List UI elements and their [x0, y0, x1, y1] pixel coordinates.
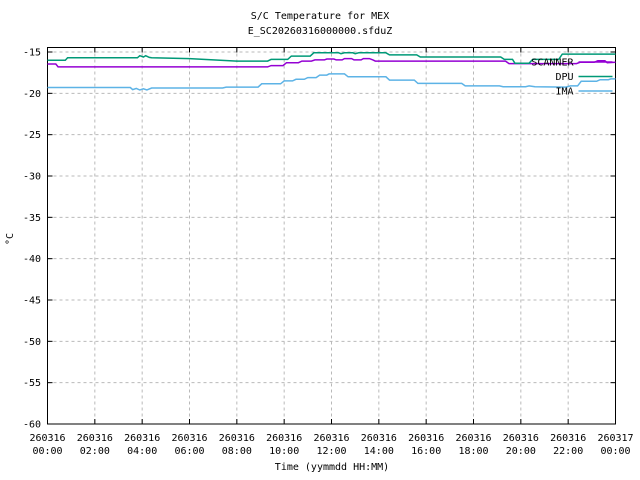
x-tick-date: 260317 — [597, 433, 633, 444]
x-tick-time: 20:00 — [506, 446, 536, 457]
x-tick-time: 14:00 — [364, 446, 394, 457]
x-tick-time: 10:00 — [269, 446, 299, 457]
y-tick-label: -45 — [23, 296, 41, 307]
x-tick-date: 260316 — [503, 433, 539, 444]
y-tick-label: -35 — [23, 213, 41, 224]
y-tick-label: -15 — [23, 48, 41, 59]
chart-title: S/C Temperature for MEX — [250, 11, 390, 22]
x-tick-date: 260316 — [361, 433, 397, 444]
x-tick-labels: 260316 00:00 260316 02:00 260316 04:00 260316 0… — [29, 433, 633, 457]
x-tick-time: 18:00 — [458, 446, 488, 457]
chart-subtitle: E_SC20260316000000.sfduZ — [247, 26, 393, 37]
y-tick-labels: -15 -20 -25 -30 -35 -40 -45 -50 -55 -60 — [23, 48, 41, 431]
y-axis-label: °C — [5, 232, 16, 246]
x-tick-time: 08:00 — [222, 446, 252, 457]
series-ima-line — [47, 73, 616, 91]
x-tick-time: 06:00 — [174, 446, 204, 457]
grid — [47, 47, 616, 424]
axis-ticks — [47, 47, 616, 425]
y-tick-label: -55 — [23, 378, 41, 389]
x-tick-date: 260316 — [408, 433, 444, 444]
legend-label-scanner: SCANNER — [531, 58, 574, 69]
x-tick-time: 16:00 — [411, 446, 441, 457]
y-tick-label: -60 — [23, 420, 41, 431]
x-tick-time: 00:00 — [32, 446, 62, 457]
x-tick-date: 260316 — [455, 433, 491, 444]
series-dpu-line — [47, 52, 616, 64]
legend-label-dpu: DPU — [555, 72, 573, 83]
y-tick-label: -40 — [23, 254, 41, 265]
y-tick-label: -30 — [23, 172, 41, 183]
x-tick-time: 02:00 — [80, 446, 110, 457]
x-tick-date: 260316 — [171, 433, 207, 444]
x-tick-time: 12:00 — [316, 446, 346, 457]
y-tick-label: -50 — [23, 337, 41, 348]
x-tick-time: 22:00 — [553, 446, 583, 457]
x-tick-date: 260316 — [266, 433, 302, 444]
x-axis-label: Time (yymmdd HH:MM) — [274, 462, 390, 473]
legend-label-ima: IMA — [555, 87, 573, 98]
x-tick-time: 00:00 — [600, 446, 630, 457]
y-tick-label: -20 — [23, 89, 41, 100]
x-tick-date: 260316 — [219, 433, 255, 444]
legend: SCANNER DPU IMA — [531, 58, 613, 98]
x-tick-date: 260316 — [77, 433, 113, 444]
x-tick-date: 260316 — [313, 433, 349, 444]
x-tick-time: 04:00 — [127, 446, 157, 457]
x-tick-date: 260316 — [124, 433, 160, 444]
x-tick-date: 260316 — [29, 433, 65, 444]
x-tick-date: 260316 — [550, 433, 586, 444]
y-tick-label: -25 — [23, 130, 41, 141]
